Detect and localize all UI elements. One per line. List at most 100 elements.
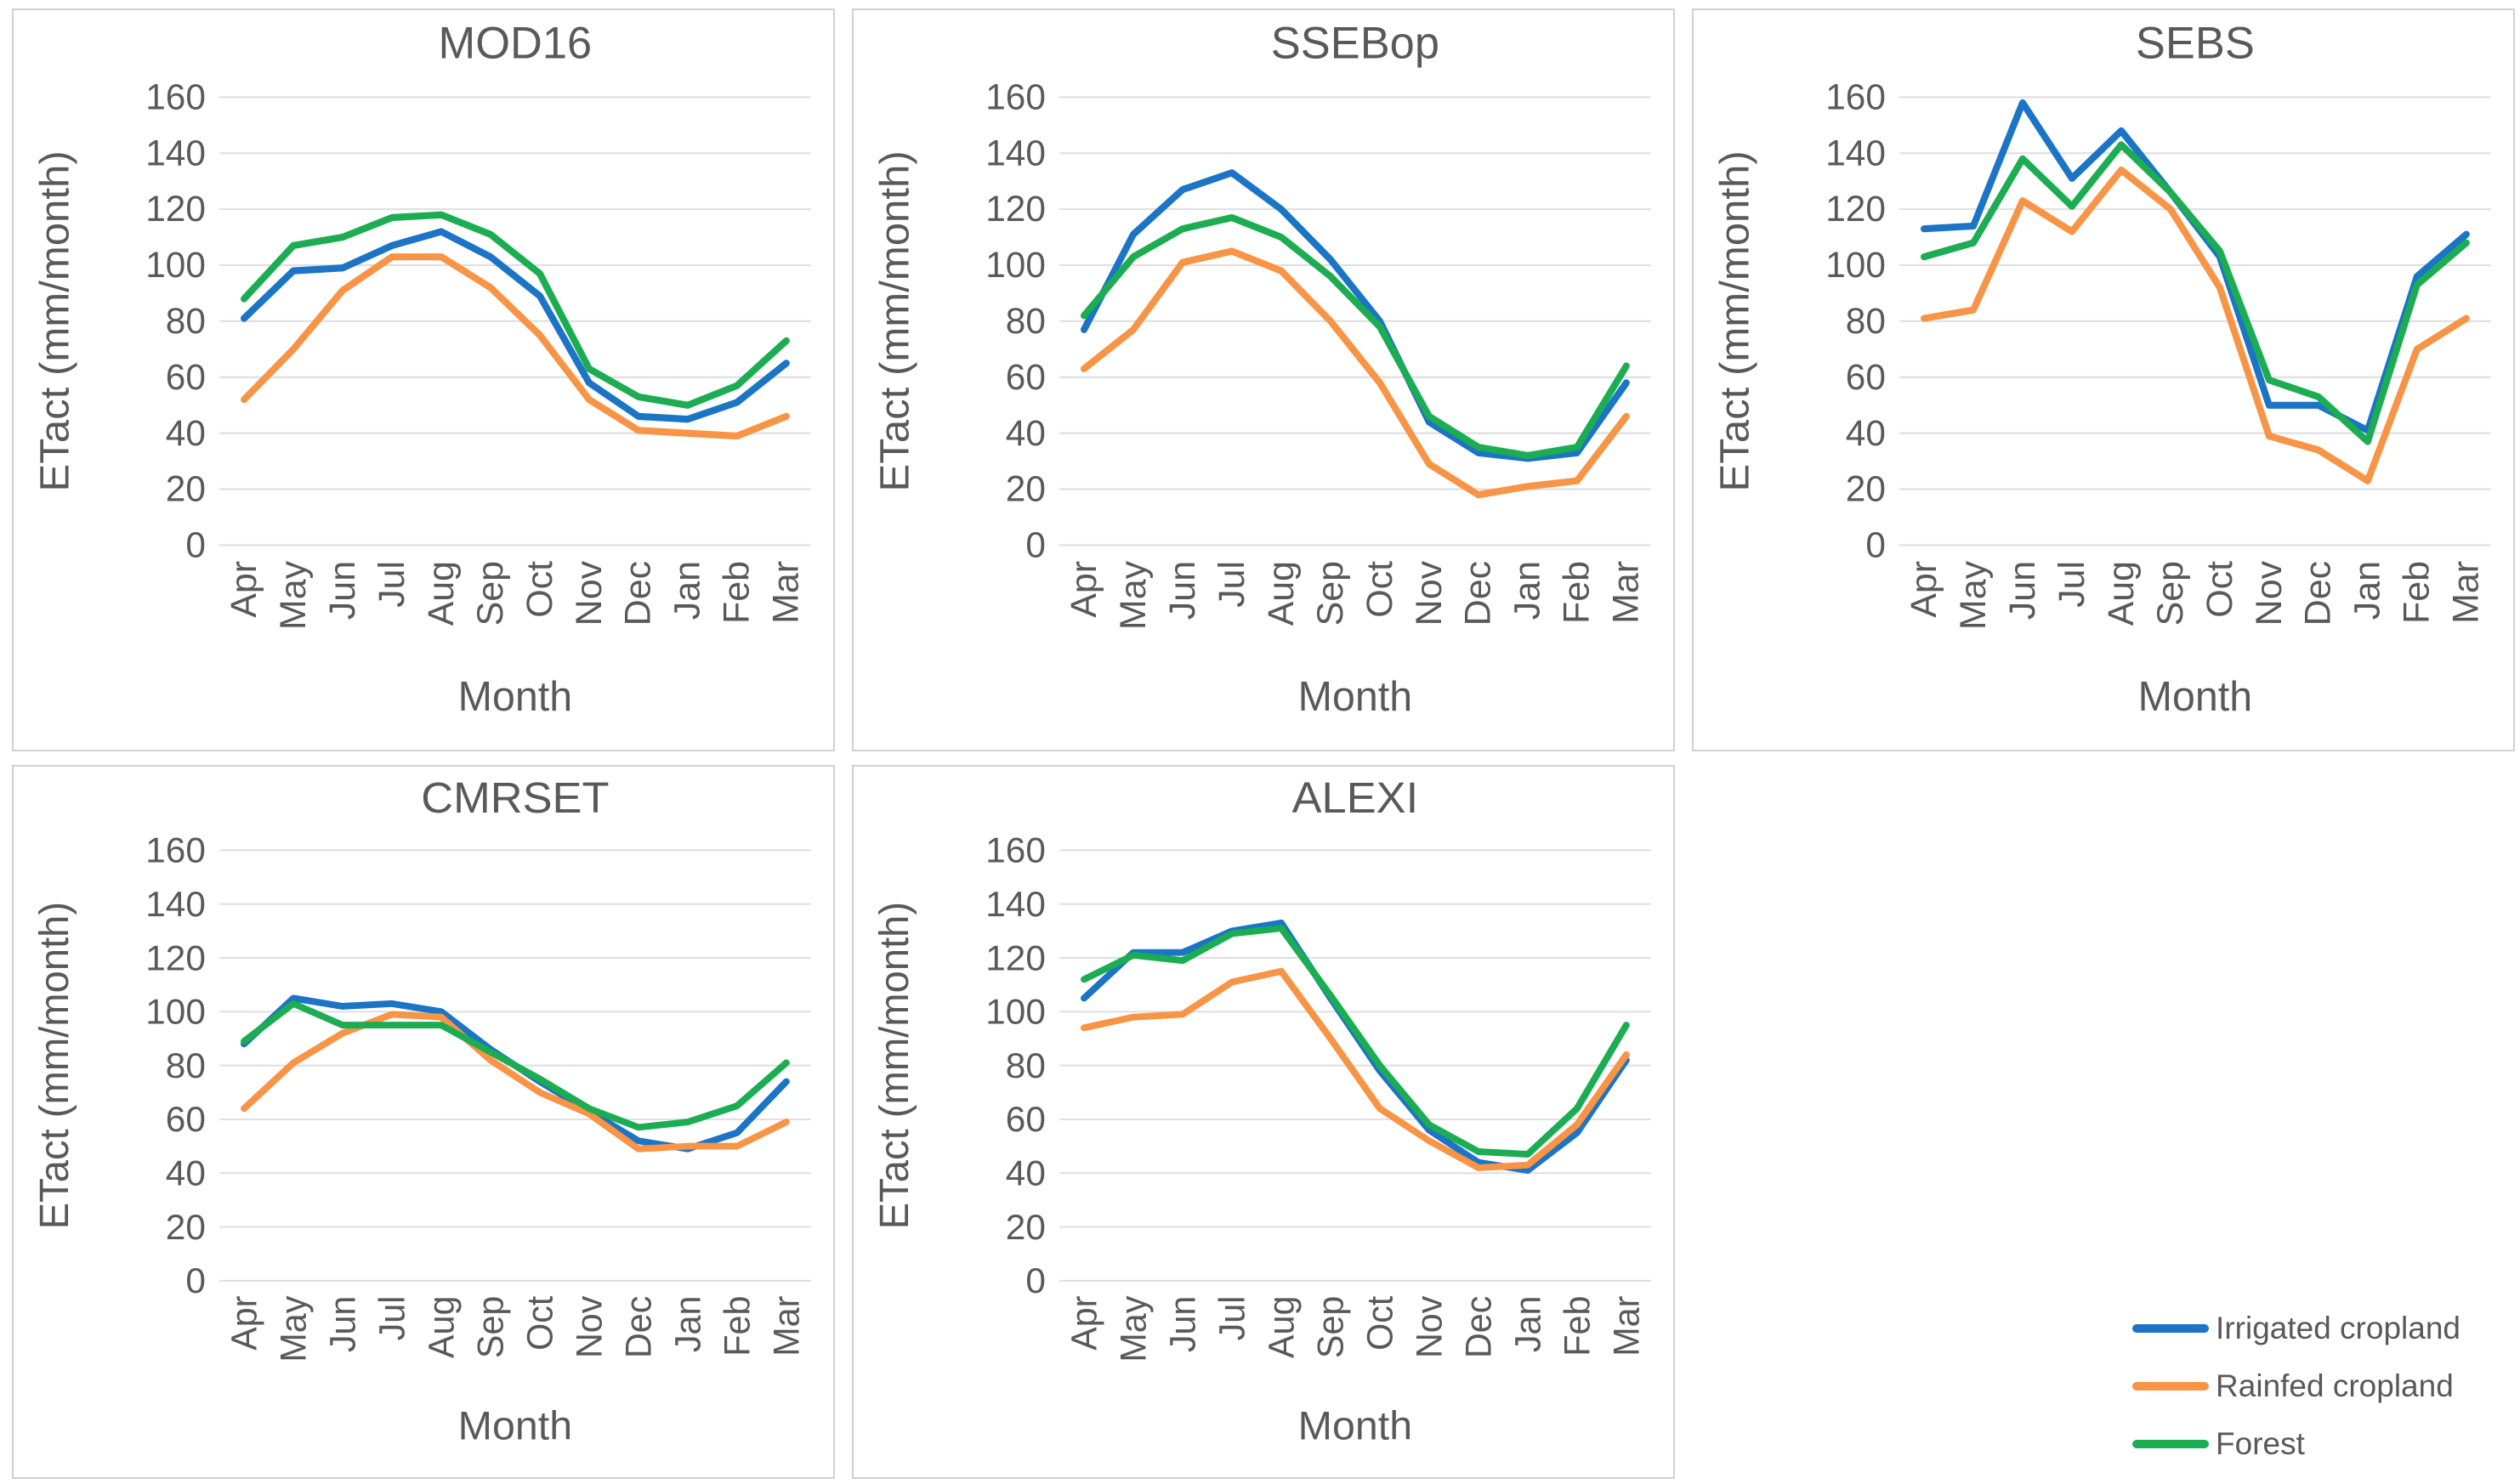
x-tick-label: Sep — [1310, 561, 1351, 626]
x-tick-label: Mar — [2446, 561, 2487, 624]
x-tick-label: Apr — [224, 1296, 264, 1351]
y-tick-label: 60 — [166, 357, 206, 398]
chart-panel-ssebop: 0 20 40 60 80 100 120 140 160 Apr May Jun Jul Aug Sep O… — [852, 8, 1675, 751]
gridlines — [219, 849, 811, 1282]
y-tick-label: 100 — [1825, 245, 1886, 286]
legend-item-forest: Forest — [2132, 1426, 2460, 1462]
y-tick-label: 40 — [1006, 1153, 1046, 1192]
x-tick-label: Jun — [1162, 1296, 1203, 1353]
y-tick-label: 120 — [985, 189, 1046, 229]
chart-title: SEBS — [2136, 18, 2255, 68]
x-tick-label: Oct — [519, 1295, 560, 1351]
y-tick-label: 60 — [1006, 1100, 1046, 1139]
gridlines — [1059, 96, 1651, 547]
chart-panel-cmrset: 0 20 40 60 80 100 120 140 160 Apr May Jun Jul Aug Sep O… — [12, 765, 835, 1479]
x-tick-label: Aug — [1261, 1296, 1302, 1359]
y-tick-label: 100 — [145, 245, 206, 286]
y-axis-title: ETact (mm/month) — [872, 902, 918, 1230]
x-tick-label: Feb — [717, 561, 758, 624]
chart-canvas-mod16: 0 20 40 60 80 100 120 140 160 Apr May Jun Jul Aug Sep O… — [32, 18, 811, 720]
x-tick-label: Jan — [667, 561, 708, 620]
gridlines — [1059, 849, 1651, 1282]
x-tick-label: Jan — [667, 1296, 708, 1353]
x-tick-label: Jul — [372, 561, 412, 608]
y-tick-label: 20 — [1006, 468, 1046, 509]
x-tick-label: Jan — [1507, 1296, 1548, 1353]
y-tick-label: 160 — [1825, 76, 1886, 117]
y-tick-label: 0 — [185, 524, 206, 565]
x-tick-label: Nov — [569, 1295, 610, 1358]
x-tick-label: Dec — [1458, 1296, 1499, 1358]
x-axis-title: Month — [1298, 674, 1412, 720]
y-tick-label: 100 — [985, 992, 1046, 1031]
x-tick-label: Oct — [1359, 561, 1400, 618]
x-tick-label: Jul — [1212, 561, 1252, 608]
x-tick-label: Sep — [470, 1296, 511, 1359]
x-tick-label: Feb — [717, 1296, 758, 1357]
chart-panel-sebs: 0 20 40 60 80 100 120 140 160 Apr May Jun Jul Aug Sep O… — [1692, 8, 2515, 751]
y-tick-label: 140 — [985, 133, 1046, 173]
x-tick-label: May — [273, 1296, 314, 1362]
series-line-forest — [241, 211, 790, 409]
x-tick-label: May — [1113, 560, 1154, 630]
y-tick-label: 80 — [166, 1045, 206, 1085]
series-line-forest — [1081, 925, 1630, 1158]
x-tick-label: Mar — [766, 1296, 807, 1357]
y-tick-label: 140 — [145, 133, 206, 173]
legend-item-rainfed-cropland: Rainfed cropland — [2132, 1368, 2460, 1404]
y-tick-label: 0 — [1865, 524, 1886, 565]
y-axis-title: ETact (mm/month) — [32, 902, 78, 1230]
x-tick-label: Dec — [2298, 561, 2339, 626]
y-tick-label: 120 — [145, 938, 206, 977]
x-tick-label: Oct — [519, 561, 560, 618]
x-tick-label: May — [1953, 560, 1994, 630]
chart-canvas-cmrset: 0 20 40 60 80 100 120 140 160 Apr May Jun Jul Aug Sep O… — [32, 773, 811, 1449]
x-tick-label: Sep — [1310, 1296, 1351, 1359]
y-tick-label: 120 — [145, 189, 206, 229]
cell-cmrset: 0 20 40 60 80 100 120 140 160 Apr May Jun Jul Aug Sep O… — [0, 756, 840, 1484]
x-tick-label: Feb — [1557, 1296, 1598, 1357]
y-tick-label: 40 — [166, 413, 206, 454]
y-tick-label: 80 — [1006, 301, 1046, 342]
series-line-rainfed-cropland — [1921, 166, 2470, 484]
y-tick-label: 0 — [1025, 1261, 1046, 1300]
x-tick-label: Dec — [1458, 561, 1499, 626]
chart-canvas-sebs: 0 20 40 60 80 100 120 140 160 Apr May Jun Jul Aug Sep O… — [1712, 18, 2491, 720]
x-axis-title: Month — [458, 1404, 572, 1448]
series-line-irrigated-cropland — [1081, 169, 1630, 462]
x-tick-label: Nov — [1409, 1295, 1450, 1358]
x-tick-label: Aug — [421, 1296, 462, 1359]
x-tick-label: Dec — [618, 561, 659, 626]
x-axis-title: Month — [1298, 1404, 1412, 1448]
x-tick-label: Jan — [2347, 561, 2388, 620]
y-tick-label: 20 — [166, 468, 206, 509]
x-tick-label: Jul — [1212, 1296, 1252, 1341]
y-tick-label: 60 — [1846, 357, 1886, 398]
x-tick-label: Mar — [1606, 561, 1647, 624]
x-tick-label: May — [1113, 1296, 1154, 1362]
x-tick-label: Dec — [618, 1296, 659, 1358]
y-tick-label: 100 — [985, 245, 1046, 286]
y-axis-title: ETact (mm/month) — [32, 150, 78, 491]
y-tick-label: 0 — [185, 1261, 206, 1300]
legend-label: Rainfed cropland — [2216, 1368, 2454, 1403]
x-axis-title: Month — [2138, 674, 2252, 720]
series-line-rainfed-cropland — [241, 1011, 790, 1153]
gridlines — [1899, 96, 2491, 547]
x-tick-label: Jul — [372, 1296, 412, 1341]
series-line-forest — [241, 1000, 790, 1131]
legend-swatch-rainfed-cropland — [2132, 1382, 2210, 1391]
legend-item-irrigated-cropland: Irrigated cropland — [2132, 1311, 2460, 1346]
y-tick-label: 80 — [1846, 301, 1886, 342]
x-tick-label: Mar — [1606, 1296, 1647, 1357]
x-tick-label: Feb — [1557, 561, 1598, 624]
x-tick-label: Jul — [2052, 561, 2092, 608]
x-tick-label: Aug — [1261, 561, 1302, 626]
x-tick-label: Jun — [1162, 561, 1203, 620]
legend-label: Forest — [2216, 1426, 2305, 1461]
cell-sebs: 0 20 40 60 80 100 120 140 160 Apr May Jun Jul Aug Sep O… — [1680, 0, 2520, 756]
series-line-irrigated-cropland — [241, 228, 790, 423]
chart-canvas-alexi: 0 20 40 60 80 100 120 140 160 Apr May Jun Jul Aug Sep O… — [872, 773, 1651, 1449]
x-tick-label: Apr — [224, 561, 264, 618]
